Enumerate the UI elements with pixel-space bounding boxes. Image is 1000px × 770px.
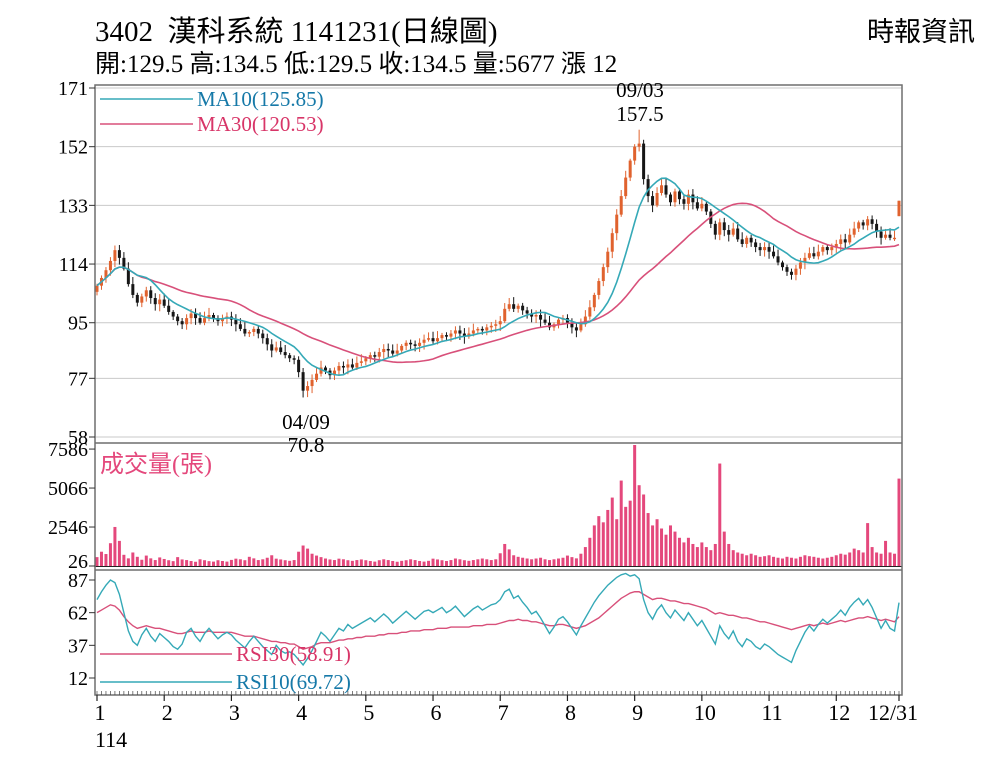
month-xtick-label: 2 bbox=[162, 700, 173, 725]
price-ytick-label: 77 bbox=[68, 368, 88, 390]
trough-annotation-price: 70.8 bbox=[288, 433, 325, 457]
rsi10-legend-label: RSI10(69.72) bbox=[236, 670, 351, 694]
trough-annotation-date: 04/09 bbox=[282, 410, 330, 434]
volume-ytick-label: 26 bbox=[68, 551, 88, 573]
volume-ytick-label: 2546 bbox=[48, 517, 88, 539]
volume-bars bbox=[95, 445, 902, 567]
volume-ytick-label: 5066 bbox=[48, 478, 88, 500]
rsi-ytick-label: 87 bbox=[68, 570, 88, 592]
month-xtick-label: 4 bbox=[296, 700, 307, 725]
month-xtick-label: 5 bbox=[363, 700, 374, 725]
price-ytick-label: 152 bbox=[58, 137, 88, 159]
peak-annotation-date: 09/03 bbox=[616, 78, 664, 102]
candlesticks bbox=[95, 129, 901, 398]
month-xtick-label: 12/31 bbox=[868, 700, 918, 725]
price-ytick-label: 171 bbox=[58, 78, 88, 100]
year-label: 114 bbox=[95, 727, 127, 752]
ma10-legend-label: MA10(125.85) bbox=[197, 87, 324, 111]
peak-annotation-price: 157.5 bbox=[616, 102, 663, 126]
month-xtick-label: 9 bbox=[632, 700, 643, 725]
source-label: 時報資訊 bbox=[867, 17, 975, 47]
rsi-ytick-label: 37 bbox=[68, 635, 88, 657]
gridlines bbox=[95, 87, 902, 438]
price-ytick-label: 95 bbox=[68, 313, 88, 335]
page-title: 3402 漢科系統 1141231(日線圖) bbox=[95, 16, 498, 48]
rsi-ytick-label: 12 bbox=[68, 668, 88, 690]
month-xtick-label: 6 bbox=[431, 700, 442, 725]
month-xtick-label: 3 bbox=[229, 700, 240, 725]
volume-panel-label: 成交量(張) bbox=[100, 451, 212, 478]
rsi-lines bbox=[96, 572, 900, 667]
month-xtick-label: 1 bbox=[95, 700, 106, 725]
rsi30-legend-label: RSI30(58.91) bbox=[236, 642, 351, 666]
axis-labels: 1711521331149577587586506625462687623712… bbox=[48, 78, 918, 752]
month-xtick-label: 10 bbox=[694, 700, 716, 725]
panel-borders bbox=[94, 84, 903, 696]
price-ytick-label: 58 bbox=[68, 427, 88, 449]
ma30-legend-label: MA30(120.53) bbox=[197, 112, 324, 136]
rsi-ytick-label: 62 bbox=[68, 603, 88, 625]
month-xtick-label: 8 bbox=[565, 700, 576, 725]
price-ytick-label: 133 bbox=[58, 195, 88, 217]
moving-average-lines bbox=[96, 177, 900, 377]
month-xtick-label: 7 bbox=[498, 700, 509, 725]
quote-line: 開:129.5 高:134.5 低:129.5 收:134.5 量:5677 漲… bbox=[95, 51, 618, 78]
month-xtick-label: 12 bbox=[828, 700, 850, 725]
month-xtick-label: 11 bbox=[761, 700, 782, 725]
volume-ytick-label: 7586 bbox=[48, 439, 88, 461]
header: 3402 漢科系統 1141231(日線圖) 時報資訊 bbox=[95, 8, 975, 50]
price-ytick-label: 114 bbox=[59, 254, 88, 276]
